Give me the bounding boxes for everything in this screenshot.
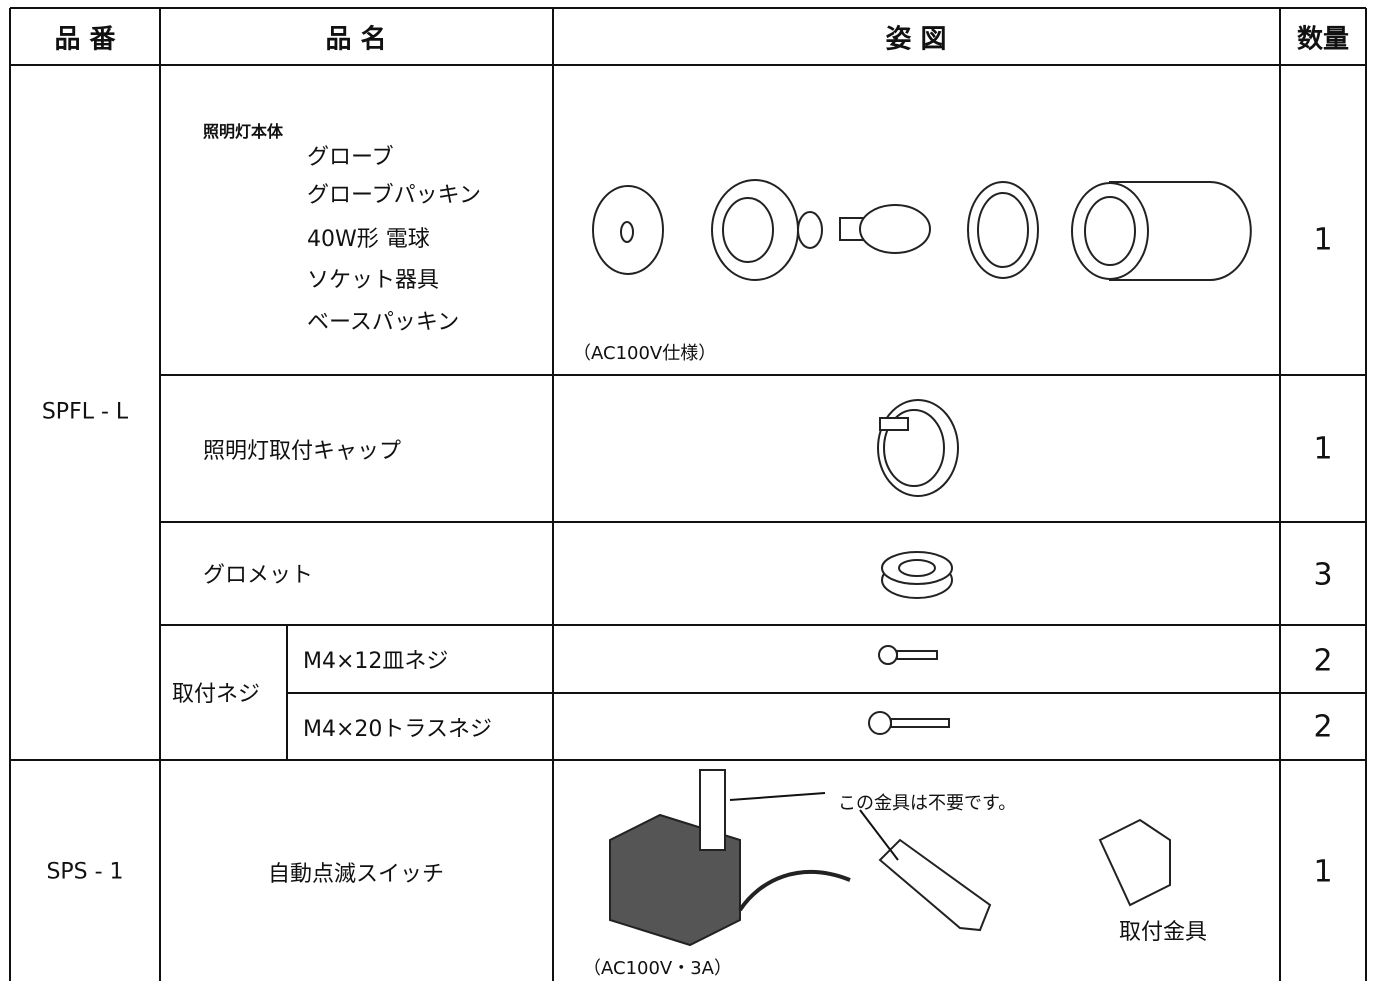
quantity: 2 [1313,709,1333,745]
item-name: 自動点滅スイッチ [267,862,445,887]
spec-note: （AC100V・3A） [583,958,733,979]
quantity: 1 [1313,854,1333,890]
part-label: 取付金具 [1118,920,1208,945]
header-cell: 品 番 [54,24,116,55]
item-code: SPS - 1 [46,859,124,885]
item-name: 照明灯取付キャップ [203,439,402,464]
quantity: 1 [1313,222,1333,258]
header-cell: 姿 図 [885,24,947,55]
part-name: ベースパッキン [307,310,460,335]
item-name: M4×20トラスネジ [303,717,492,742]
part-name: グローブ [307,145,394,170]
quantity: 1 [1313,431,1333,467]
cap-illustration [877,399,959,497]
part-name: 40W形 電球 [307,227,430,252]
part-name: ソケット器具 [307,268,440,293]
item-name: M4×12皿ネジ [303,649,449,674]
switch-illustration [609,769,1171,947]
quantity: 2 [1313,643,1333,679]
item-code: SPFL - L [41,399,129,425]
grommet-illustration [881,551,953,599]
part-name: グローブパッキン [307,183,482,208]
header-cell: 数量 [1296,24,1350,55]
spec-note: （AC100V仕様） [573,343,717,364]
lamp-illustration [592,179,1252,281]
callout: この金具は不要です。 [838,793,1017,814]
screw-illustration [868,645,950,735]
quantity: 3 [1313,557,1333,593]
header-cell: 品 名 [325,24,387,55]
item-name: 照明灯本体 [203,122,284,141]
item-name: グロメット [203,563,314,588]
item-name: 取付ネジ [172,682,261,707]
